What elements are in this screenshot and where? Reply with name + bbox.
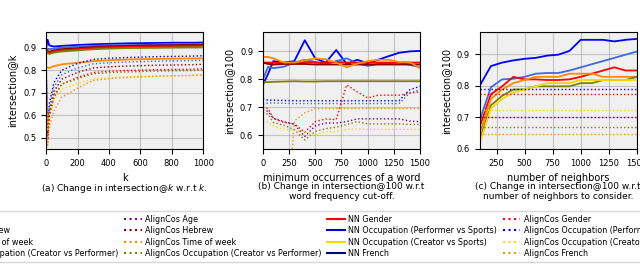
Text: (b) Change in intersection@100 w.r.t
word frequency cut-off.: (b) Change in intersection@100 w.r.t wor… (259, 182, 424, 201)
X-axis label: minimum occurrences of a word: minimum occurrences of a word (263, 173, 420, 183)
Text: (c) Change in intersection@100 w.r.t
number of neighbors to consider.: (c) Change in intersection@100 w.r.t num… (476, 182, 640, 201)
X-axis label: k: k (122, 173, 127, 183)
Y-axis label: intersection@100: intersection@100 (225, 47, 234, 134)
X-axis label: number of neighbors: number of neighbors (507, 173, 609, 183)
Text: (a) Change in intersection@$k$ w.r.t $k$.: (a) Change in intersection@$k$ w.r.t $k$… (42, 182, 208, 195)
Legend: NN Age, NN Hebrew, NN Time of week, NN Occupation (Creator vs Performer), AlignC: NN Age, NN Hebrew, NN Time of week, NN O… (0, 211, 640, 262)
Y-axis label: intersection@k: intersection@k (8, 54, 17, 127)
Y-axis label: intersection@100: intersection@100 (441, 47, 451, 134)
